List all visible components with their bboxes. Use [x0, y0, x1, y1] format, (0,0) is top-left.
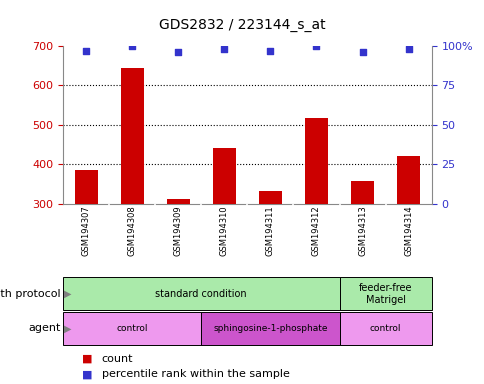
Bar — [63, 277, 339, 310]
Point — [266, 48, 273, 54]
Bar — [339, 312, 431, 345]
Text: control: control — [369, 324, 400, 333]
Text: ■: ■ — [82, 369, 93, 379]
Point — [82, 48, 90, 54]
Text: GSM194312: GSM194312 — [311, 206, 320, 257]
Point — [128, 43, 136, 49]
Text: GSM194307: GSM194307 — [81, 206, 91, 257]
Text: GSM194311: GSM194311 — [265, 206, 274, 257]
Bar — [63, 312, 201, 345]
Point — [220, 46, 227, 52]
Text: GSM194310: GSM194310 — [219, 206, 228, 257]
Text: agent: agent — [28, 323, 61, 333]
Point — [312, 43, 319, 49]
Text: ■: ■ — [82, 354, 93, 364]
Bar — [166, 199, 189, 204]
Bar — [121, 68, 143, 204]
Point — [174, 49, 182, 55]
Text: percentile rank within the sample: percentile rank within the sample — [102, 369, 289, 379]
Bar — [304, 118, 327, 204]
Text: ▶: ▶ — [64, 323, 71, 333]
Text: GSM194308: GSM194308 — [127, 206, 136, 257]
Bar — [201, 312, 339, 345]
Point — [358, 49, 365, 55]
Bar — [212, 149, 235, 204]
Text: count: count — [102, 354, 133, 364]
Text: feeder-free
Matrigel: feeder-free Matrigel — [358, 283, 411, 305]
Bar — [350, 181, 373, 204]
Bar — [396, 156, 419, 204]
Point — [404, 46, 411, 52]
Text: GSM194309: GSM194309 — [173, 206, 182, 257]
Bar — [75, 170, 97, 204]
Text: GDS2832 / 223144_s_at: GDS2832 / 223144_s_at — [159, 18, 325, 32]
Text: standard condition: standard condition — [155, 289, 246, 299]
Text: GSM194313: GSM194313 — [357, 206, 366, 257]
Bar — [339, 277, 431, 310]
Text: sphingosine-1-phosphate: sphingosine-1-phosphate — [212, 324, 327, 333]
Text: growth protocol: growth protocol — [0, 289, 60, 299]
Text: control: control — [116, 324, 148, 333]
Bar — [258, 191, 281, 204]
Text: GSM194314: GSM194314 — [403, 206, 412, 257]
Text: ▶: ▶ — [64, 289, 71, 299]
